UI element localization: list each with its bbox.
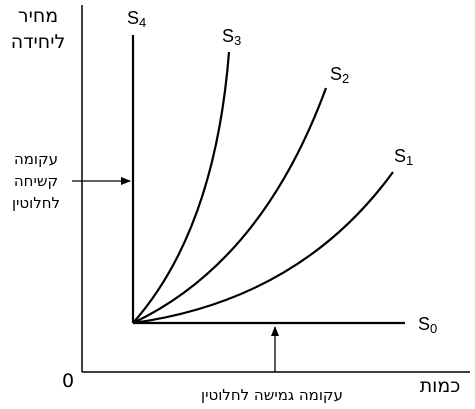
- symbol: S: [330, 64, 342, 84]
- subscript: 2: [342, 71, 349, 86]
- annotation: עקומה: [14, 150, 58, 168]
- subscript: 1: [406, 153, 413, 168]
- symbol: S: [394, 146, 406, 166]
- subscript: 0: [430, 321, 437, 336]
- curve-s1: [132, 171, 394, 325]
- origin-label: 0: [62, 370, 74, 392]
- subscript: 3: [234, 33, 241, 48]
- y-label: ליחידה: [11, 31, 66, 53]
- curve-s2: [132, 87, 328, 324]
- symbol: S: [222, 26, 234, 46]
- x-label: כמות: [420, 375, 461, 397]
- y-label: מחיר: [18, 5, 58, 27]
- symbol: S: [418, 314, 430, 334]
- curve-label: S1: [394, 146, 413, 168]
- curve-label: S4: [127, 8, 146, 30]
- curve-label: S3: [222, 26, 241, 48]
- subscript: 4: [139, 15, 146, 30]
- curve-s3: [132, 51, 231, 324]
- annotation: עקומה גמישה לחלוטין: [201, 386, 343, 404]
- symbol: S: [127, 8, 139, 28]
- annotation: קשיחה: [14, 172, 58, 190]
- annotation: לחלוטין: [12, 194, 60, 212]
- curve-label: S2: [330, 64, 349, 86]
- curve-label: S0: [418, 314, 437, 336]
